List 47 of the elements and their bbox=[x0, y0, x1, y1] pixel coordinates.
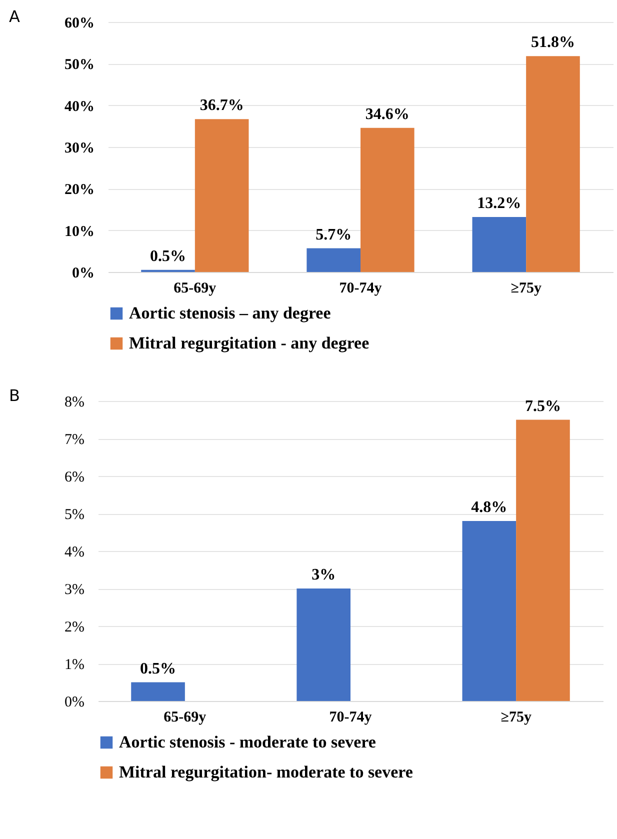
legend-label: Mitral regurgitation - any degree bbox=[129, 334, 370, 352]
data-label: 5.7% bbox=[316, 226, 352, 244]
y-tick-label: 1% bbox=[64, 657, 84, 673]
legend-label: Aortic stenosis - moderate to severe bbox=[119, 732, 376, 752]
legend-label: Mitral regurgitation- moderate to severe bbox=[119, 762, 414, 782]
chart-title: B bbox=[9, 386, 20, 405]
y-tick-label: 0% bbox=[64, 694, 84, 710]
x-tick-label: 70-74y bbox=[329, 710, 372, 726]
bar bbox=[516, 420, 570, 701]
bar bbox=[472, 217, 526, 272]
data-label: 0.5% bbox=[150, 248, 186, 265]
data-label: 13.2% bbox=[477, 195, 522, 212]
y-tick-label: 20% bbox=[64, 182, 94, 198]
y-tick-label: 2% bbox=[64, 620, 84, 636]
y-tick-label: 5% bbox=[64, 507, 84, 523]
chart-title: A bbox=[9, 7, 20, 26]
x-tick-label: ≥75y bbox=[510, 280, 542, 296]
bar bbox=[360, 128, 414, 272]
y-tick-label: 4% bbox=[64, 544, 84, 560]
x-tick-label: 65-69y bbox=[174, 280, 217, 296]
bar bbox=[296, 588, 350, 701]
data-label: 7.5% bbox=[524, 398, 561, 415]
legend-label: Aortic stenosis – any degree bbox=[129, 304, 332, 322]
x-tick-label: ≥75y bbox=[500, 710, 532, 726]
y-tick-label: 8% bbox=[64, 394, 84, 410]
x-tick-label: 70-74y bbox=[339, 280, 382, 296]
y-tick-label: 6% bbox=[64, 470, 84, 486]
data-label: 4.8% bbox=[471, 499, 508, 516]
y-tick-label: 10% bbox=[64, 224, 94, 240]
data-label: 0.5% bbox=[140, 660, 176, 678]
data-label: 51.8% bbox=[530, 34, 575, 52]
data-label: 36.7% bbox=[200, 97, 244, 114]
y-tick-label: 0% bbox=[72, 266, 94, 282]
bar bbox=[526, 56, 580, 272]
bar bbox=[462, 521, 516, 701]
y-tick-label: 50% bbox=[64, 57, 94, 74]
bar bbox=[306, 248, 360, 272]
bar bbox=[194, 119, 249, 272]
bar bbox=[131, 682, 185, 701]
data-label: 3% bbox=[312, 566, 336, 584]
y-tick-label: 7% bbox=[64, 432, 84, 448]
y-tick-label: 3% bbox=[64, 582, 84, 598]
y-tick-label: 40% bbox=[64, 98, 94, 115]
y-tick-label: 30% bbox=[64, 140, 94, 156]
x-tick-label: 65-69y bbox=[164, 710, 207, 726]
data-label: 34.6% bbox=[365, 106, 410, 123]
y-tick-label: 60% bbox=[64, 16, 94, 32]
